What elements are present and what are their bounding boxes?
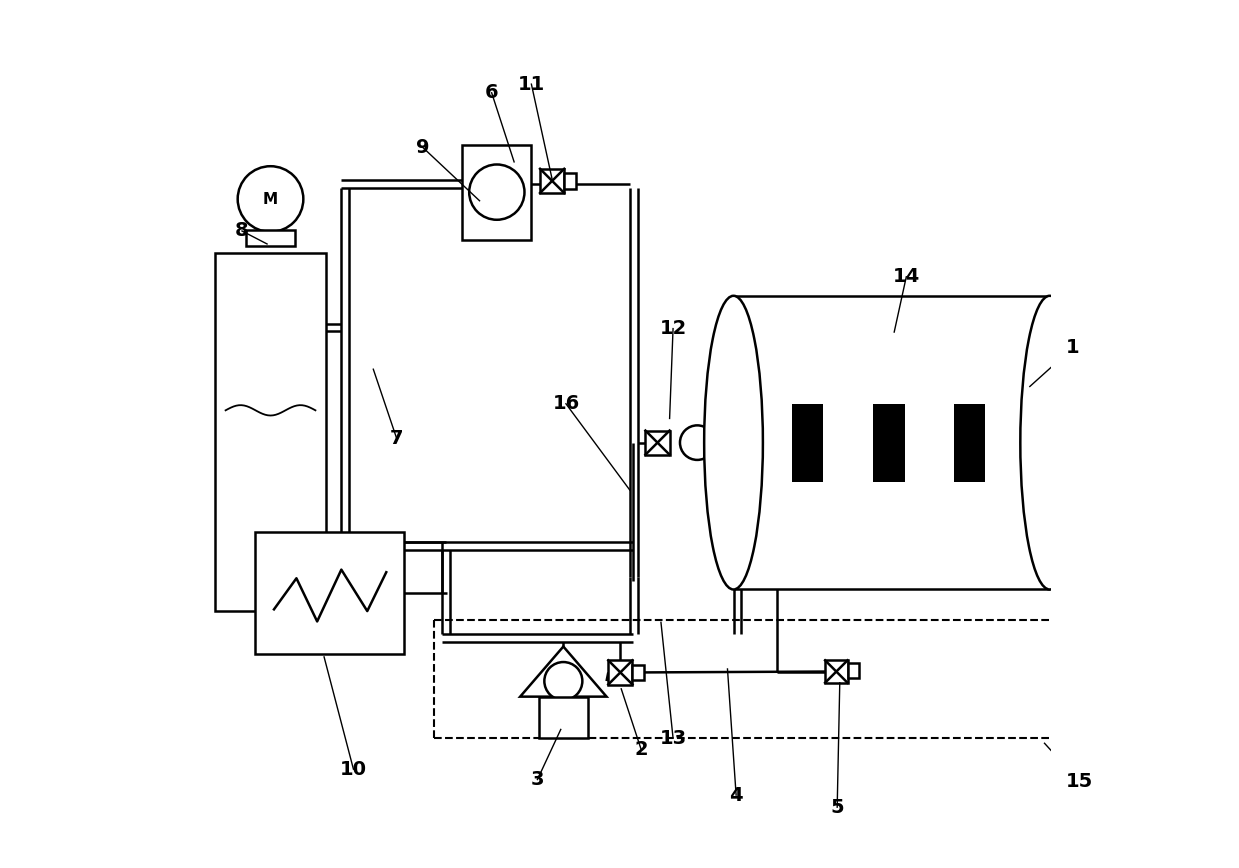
Bar (564, 173, 576, 188)
Bar (954, 404, 985, 482)
Bar (255, 531, 404, 654)
Text: 9: 9 (416, 138, 429, 157)
Bar (216, 253, 326, 611)
Text: 4: 4 (730, 786, 743, 805)
Circle shape (544, 662, 582, 700)
Circle shape (238, 166, 304, 232)
Bar (247, 230, 295, 246)
Bar (792, 404, 824, 482)
Bar (632, 665, 644, 681)
Text: 5: 5 (830, 798, 844, 817)
Text: M: M (263, 192, 278, 207)
Circle shape (470, 164, 524, 220)
Text: 1: 1 (1067, 339, 1080, 357)
Text: 12: 12 (659, 319, 686, 339)
Text: 3: 3 (530, 770, 544, 789)
Bar (646, 431, 669, 455)
Bar (825, 661, 847, 683)
Text: 15: 15 (1066, 772, 1093, 791)
Bar (539, 697, 587, 738)
Text: 14: 14 (892, 267, 919, 286)
Text: 7: 7 (390, 429, 404, 448)
Ellipse shape (704, 296, 763, 589)
Text: 2: 2 (634, 740, 648, 759)
Bar (462, 145, 532, 240)
Bar (847, 663, 859, 679)
Text: 16: 16 (553, 394, 580, 413)
Bar (873, 404, 904, 482)
Ellipse shape (1021, 296, 1079, 589)
Text: 11: 11 (518, 75, 545, 94)
Text: 8: 8 (235, 221, 249, 240)
Text: 10: 10 (339, 760, 367, 779)
Text: 13: 13 (659, 728, 686, 747)
Text: 6: 6 (484, 83, 498, 102)
Bar (608, 661, 632, 685)
Bar (540, 168, 564, 193)
Polygon shape (520, 647, 607, 697)
Circle shape (680, 425, 715, 460)
